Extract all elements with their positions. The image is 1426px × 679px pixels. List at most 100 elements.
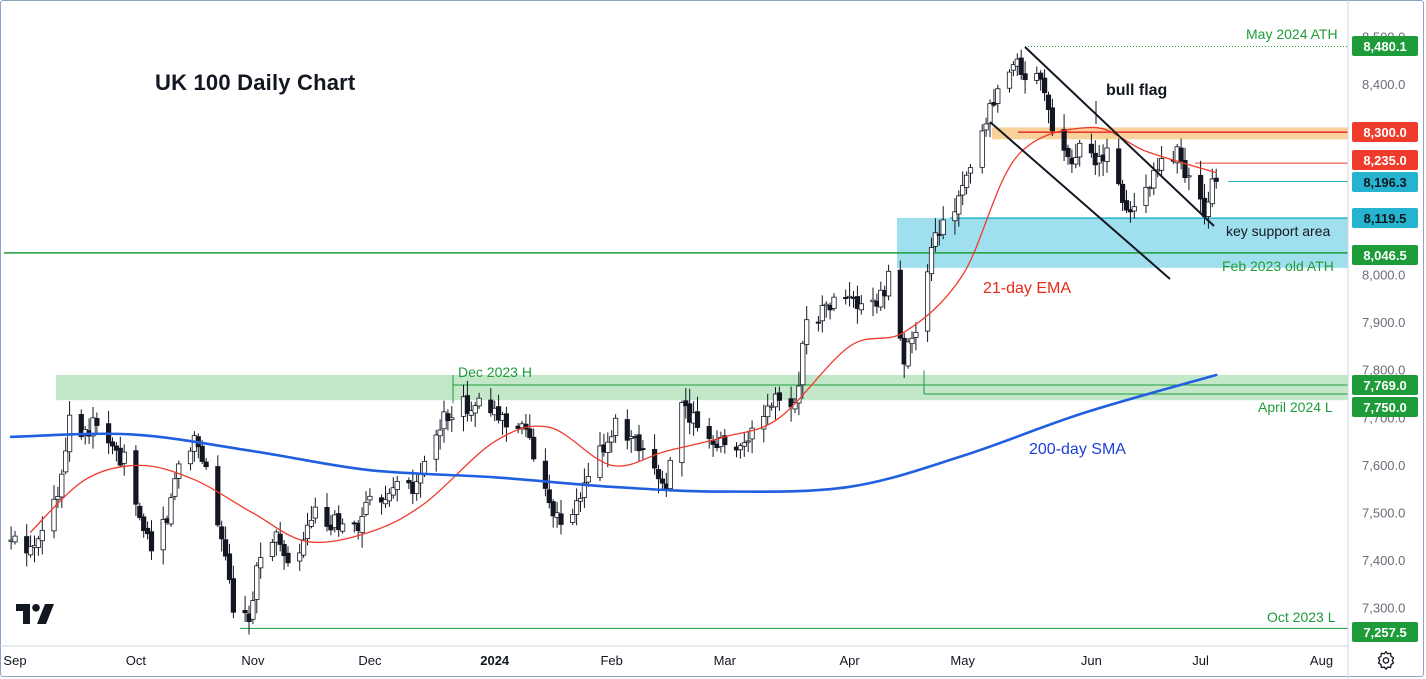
candle[interactable] [1061, 128, 1067, 151]
candle[interactable] [148, 531, 155, 552]
candle[interactable] [300, 539, 307, 556]
candle[interactable] [133, 450, 139, 505]
candle[interactable] [550, 501, 556, 517]
candle[interactable] [222, 539, 229, 557]
candle[interactable] [710, 440, 716, 445]
candle[interactable] [27, 546, 34, 556]
candle[interactable] [531, 436, 537, 460]
candle[interactable] [1182, 160, 1188, 179]
candle[interactable] [230, 578, 236, 613]
candle[interactable] [94, 418, 100, 426]
candle[interactable] [800, 342, 806, 386]
candle[interactable] [1104, 147, 1110, 163]
candle[interactable] [226, 553, 233, 580]
candle[interactable] [979, 130, 985, 168]
candle[interactable] [1006, 71, 1013, 89]
candle[interactable] [39, 529, 45, 542]
candle[interactable] [55, 496, 61, 500]
candle[interactable] [1065, 147, 1071, 158]
candle[interactable] [570, 514, 576, 524]
candle[interactable] [78, 414, 84, 438]
candle[interactable] [203, 461, 209, 468]
candle[interactable] [909, 337, 915, 345]
candle[interactable] [1038, 72, 1044, 80]
candle[interactable] [605, 441, 611, 454]
candle[interactable] [983, 123, 989, 131]
candle[interactable] [281, 544, 287, 557]
candle[interactable] [449, 417, 455, 420]
candle[interactable] [215, 466, 221, 526]
candle[interactable] [1088, 143, 1094, 154]
candle[interactable] [1010, 64, 1017, 71]
gear-icon[interactable] [1376, 650, 1396, 670]
candle[interactable] [694, 411, 701, 428]
candle[interactable] [109, 441, 116, 447]
candle[interactable] [250, 600, 256, 620]
candle[interactable] [1213, 177, 1219, 182]
candle[interactable] [495, 406, 502, 421]
candle[interactable] [815, 321, 822, 324]
candle[interactable] [819, 305, 825, 322]
candle[interactable] [956, 195, 962, 215]
candle[interactable] [737, 445, 744, 451]
candle[interactable] [1198, 174, 1204, 200]
candle[interactable] [823, 303, 829, 307]
candle[interactable] [51, 498, 57, 532]
candle[interactable] [847, 295, 853, 298]
candle[interactable] [394, 481, 400, 491]
candle[interactable] [414, 481, 420, 494]
candle[interactable] [386, 492, 393, 502]
candle[interactable] [967, 167, 974, 174]
candle[interactable] [242, 609, 248, 614]
candle[interactable] [367, 495, 373, 501]
candle[interactable] [1143, 186, 1149, 206]
candle[interactable] [59, 473, 65, 498]
candle[interactable] [90, 417, 96, 437]
candle[interactable] [1049, 107, 1055, 132]
candle[interactable] [137, 505, 143, 518]
candle[interactable] [445, 413, 451, 422]
candle[interactable] [199, 445, 205, 462]
candle[interactable] [1209, 178, 1215, 205]
candle[interactable] [63, 450, 69, 473]
candle[interactable] [1045, 94, 1052, 111]
candle[interactable] [433, 434, 439, 460]
candle[interactable] [932, 232, 939, 247]
candle[interactable] [995, 88, 1001, 104]
candle[interactable] [324, 506, 330, 527]
candle[interactable] [749, 427, 755, 440]
candle[interactable] [761, 416, 767, 430]
candle[interactable] [1131, 206, 1137, 212]
candle[interactable] [390, 487, 396, 496]
candle[interactable] [745, 440, 751, 443]
candle[interactable] [667, 459, 673, 490]
candle[interactable] [706, 426, 712, 440]
candle[interactable] [609, 436, 615, 443]
candle[interactable] [363, 501, 369, 515]
candle[interactable] [527, 428, 533, 438]
candle[interactable] [172, 478, 178, 497]
candle[interactable] [464, 395, 471, 414]
candle[interactable] [804, 319, 810, 345]
candle[interactable] [336, 513, 342, 531]
candle[interactable] [406, 479, 412, 484]
candle[interactable] [121, 451, 127, 464]
candle[interactable] [913, 332, 919, 338]
candle[interactable] [558, 513, 564, 525]
candle[interactable] [581, 482, 588, 498]
candle[interactable] [503, 413, 510, 428]
candle[interactable] [1186, 175, 1192, 178]
candle[interactable] [1178, 147, 1184, 162]
candle[interactable] [655, 469, 662, 480]
candle[interactable] [683, 400, 689, 407]
candle[interactable] [297, 552, 303, 562]
candle[interactable] [886, 270, 892, 297]
candle[interactable] [1120, 183, 1126, 203]
candle[interactable] [585, 475, 591, 483]
candle[interactable] [141, 516, 147, 532]
candle[interactable] [925, 271, 931, 332]
candle[interactable] [160, 519, 166, 551]
candle[interactable] [1077, 142, 1083, 158]
candle[interactable] [831, 296, 837, 309]
